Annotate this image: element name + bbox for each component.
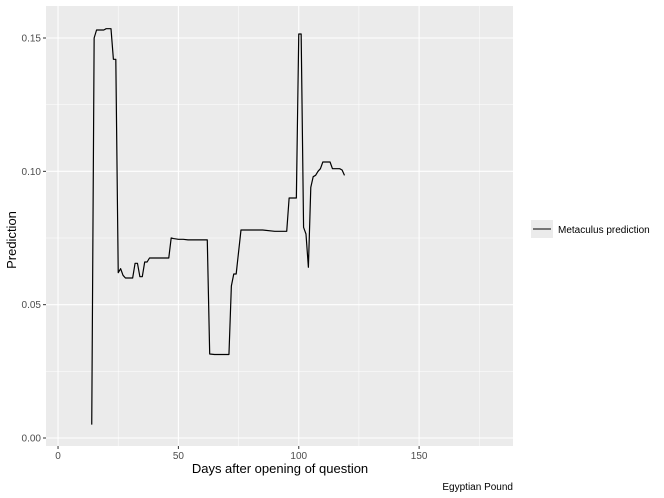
- y-axis: 0.00 0.05 0.10 0.15: [22, 34, 46, 445]
- series-line-metaculus-prediction: [91, 28, 346, 425]
- legend-label: Metaculus prediction: [558, 225, 650, 236]
- y-tick-label: 0.10: [22, 167, 42, 178]
- y-tick-label: 0.00: [22, 434, 42, 445]
- legend: Metaculus prediction: [531, 220, 650, 238]
- x-tick-label: 50: [173, 451, 185, 462]
- data-lines: [91, 28, 346, 425]
- y-tick-label: 0.15: [22, 34, 42, 45]
- grid-minor: [46, 6, 513, 446]
- x-tick-label: 100: [290, 451, 307, 462]
- x-axis-title: Days after opening of question: [192, 461, 368, 476]
- y-axis-title: Prediction: [4, 211, 19, 269]
- x-tick-label: 0: [55, 451, 61, 462]
- grid-major: [46, 6, 513, 446]
- y-tick-label: 0.05: [22, 300, 42, 311]
- x-axis: 0 50 100 150: [55, 446, 428, 462]
- x-tick-label: 150: [411, 451, 428, 462]
- panel-background: [46, 6, 513, 446]
- caption: Egyptian Pound: [442, 482, 513, 493]
